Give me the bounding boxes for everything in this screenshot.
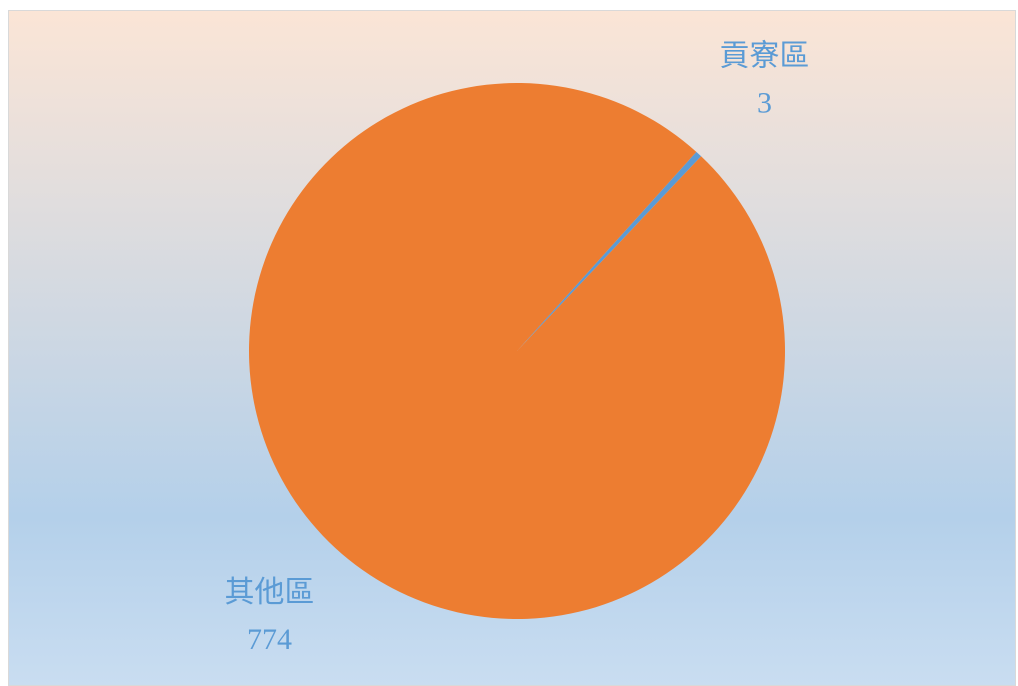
slice-category-label: 貢寮區 [720, 40, 810, 73]
slice-value-label: 3 [757, 87, 772, 120]
pie-slice [248, 82, 785, 619]
pie-slice [517, 151, 702, 351]
slice-value-label: 774 [247, 623, 292, 656]
pie [248, 82, 785, 619]
slice-category-label: 其他區 [224, 576, 314, 609]
